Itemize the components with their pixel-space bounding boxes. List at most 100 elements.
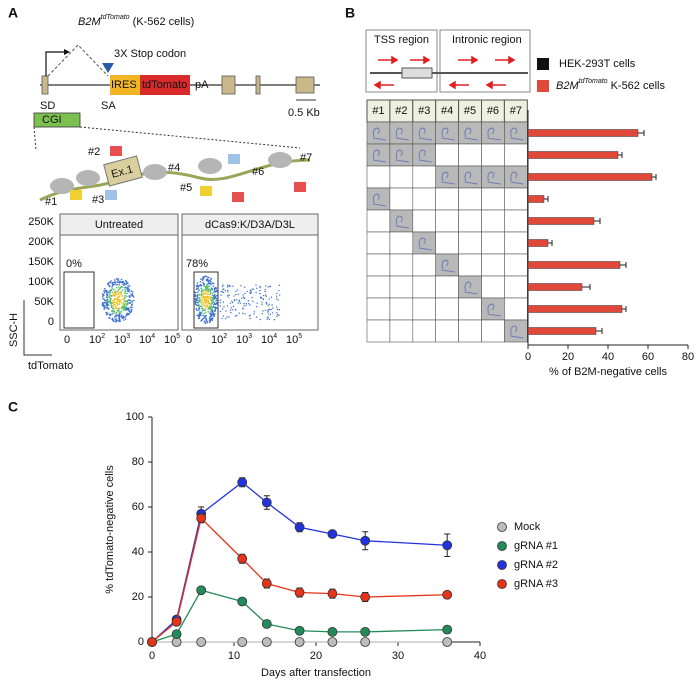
matrix-cell	[481, 319, 505, 343]
event	[211, 299, 214, 301]
event	[219, 305, 222, 307]
bar	[527, 305, 623, 313]
event	[129, 295, 131, 297]
event	[125, 295, 128, 297]
matrix-cell	[412, 209, 436, 233]
event	[243, 303, 245, 305]
event	[201, 279, 204, 281]
event	[203, 298, 205, 300]
bar	[527, 283, 583, 291]
event	[228, 316, 230, 318]
event	[202, 276, 204, 278]
event	[229, 309, 232, 311]
error-bar	[618, 152, 623, 158]
event	[194, 294, 197, 297]
event	[203, 320, 206, 323]
event	[114, 294, 117, 296]
event	[215, 306, 217, 309]
event	[221, 285, 224, 288]
event	[116, 278, 119, 281]
event	[204, 311, 207, 314]
marker	[442, 540, 453, 551]
guide-icon	[395, 127, 409, 141]
guide-icon	[487, 171, 501, 185]
event	[230, 307, 232, 309]
column-label: #7	[510, 105, 522, 117]
superscript: 2	[101, 333, 105, 340]
event	[265, 285, 267, 287]
event	[234, 308, 237, 311]
event	[127, 312, 130, 315]
event	[255, 305, 258, 308]
event	[105, 296, 108, 299]
base: 10	[286, 334, 298, 346]
event	[253, 313, 255, 315]
event	[216, 299, 218, 302]
event	[111, 313, 114, 315]
matrix-cell	[458, 319, 482, 343]
event	[101, 302, 104, 304]
event	[261, 301, 263, 303]
event	[211, 292, 214, 295]
event	[209, 293, 212, 295]
event	[255, 284, 257, 286]
event	[248, 315, 251, 317]
guide-icon	[464, 127, 478, 141]
event	[278, 289, 280, 292]
guide-icon	[487, 127, 501, 141]
x-tick-label: 60	[642, 351, 654, 363]
event	[116, 283, 118, 286]
base: 10	[114, 334, 126, 346]
x-tick-label: 30	[392, 650, 404, 662]
event	[214, 296, 217, 299]
guide-icon	[372, 127, 387, 141]
event	[243, 297, 246, 300]
event	[120, 307, 123, 310]
x-axis-label: Days after transfection	[261, 667, 371, 679]
guide-icon	[372, 149, 387, 163]
event	[122, 302, 124, 304]
event	[110, 280, 112, 282]
event	[130, 308, 133, 311]
error-bar	[622, 306, 627, 312]
event	[125, 315, 127, 317]
matrix-cell	[366, 231, 391, 255]
event	[122, 305, 124, 308]
event	[208, 319, 211, 321]
event	[126, 282, 128, 285]
event	[129, 285, 131, 287]
event	[124, 303, 127, 305]
event	[124, 286, 126, 289]
event	[202, 317, 205, 320]
gate-percent: 78%	[186, 258, 208, 270]
event	[250, 290, 252, 292]
event	[113, 310, 116, 313]
matrix-cell	[435, 319, 459, 343]
event	[111, 318, 114, 321]
matrix-cell	[412, 253, 436, 277]
matrix-cell	[389, 165, 414, 189]
x-tick-label: 103	[114, 333, 130, 346]
marker	[261, 619, 272, 629]
event	[268, 318, 271, 321]
event	[103, 292, 106, 294]
event	[115, 318, 118, 320]
event	[105, 299, 108, 302]
base: 10	[164, 334, 176, 346]
event	[256, 302, 258, 304]
event	[121, 298, 124, 300]
event	[255, 316, 258, 318]
event	[107, 282, 110, 285]
guide-label: #1	[45, 196, 57, 208]
event	[106, 296, 109, 299]
event	[206, 321, 209, 324]
text: HEK-293T cells	[559, 58, 636, 70]
event	[255, 291, 257, 294]
event	[124, 282, 126, 285]
event	[233, 295, 235, 297]
event	[197, 287, 200, 289]
event	[202, 295, 204, 297]
event	[119, 294, 121, 296]
event	[264, 288, 266, 291]
